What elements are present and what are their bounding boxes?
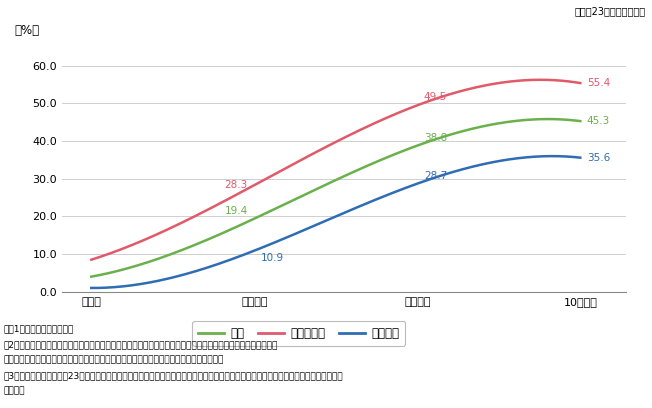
Text: 45.3: 45.3 xyxy=(587,116,610,126)
Text: （%）: （%） xyxy=(14,24,39,37)
Text: 55.4: 55.4 xyxy=(587,78,610,88)
Text: 3　「再入率」は、平成23年の出所受刑者の人員に占める、出所年から令和２年までの各年の年末までに再入所した者の人員の比率をい: 3 「再入率」は、平成23年の出所受刑者の人員に占める、出所年から令和２年までの… xyxy=(3,371,343,380)
Text: 10.9: 10.9 xyxy=(261,253,284,263)
Text: 28.7: 28.7 xyxy=(424,171,447,181)
Legend: 総数, 満期釈放者, 仮釈放者: 総数, 満期釈放者, 仮釈放者 xyxy=(192,321,405,346)
Text: 38.8: 38.8 xyxy=(424,133,447,142)
Text: 2　前刑出所後の犯罪により再入所した者で、かつ、前刑出所事由が満期釈放又は仮釈放の者を計上している。: 2 前刑出所後の犯罪により再入所した者で、かつ、前刑出所事由が満期釈放又は仮釈放… xyxy=(3,340,278,349)
Text: 28.3: 28.3 xyxy=(224,180,248,190)
Text: う。: う。 xyxy=(3,386,25,395)
Text: なお、「満期釈放者」は、一部執行猟予の実刑部分の刑期終了となった者を含まない。: なお、「満期釈放者」は、一部執行猟予の実刑部分の刑期終了となった者を含まない。 xyxy=(3,355,224,364)
Text: 注　1　法務省調査による。: 注 1 法務省調査による。 xyxy=(3,324,74,333)
Text: 49.5: 49.5 xyxy=(424,92,447,102)
Text: 35.6: 35.6 xyxy=(587,153,610,163)
Text: （平成23年出所受刑者）: （平成23年出所受刑者） xyxy=(574,6,645,16)
Text: 19.4: 19.4 xyxy=(224,206,248,216)
